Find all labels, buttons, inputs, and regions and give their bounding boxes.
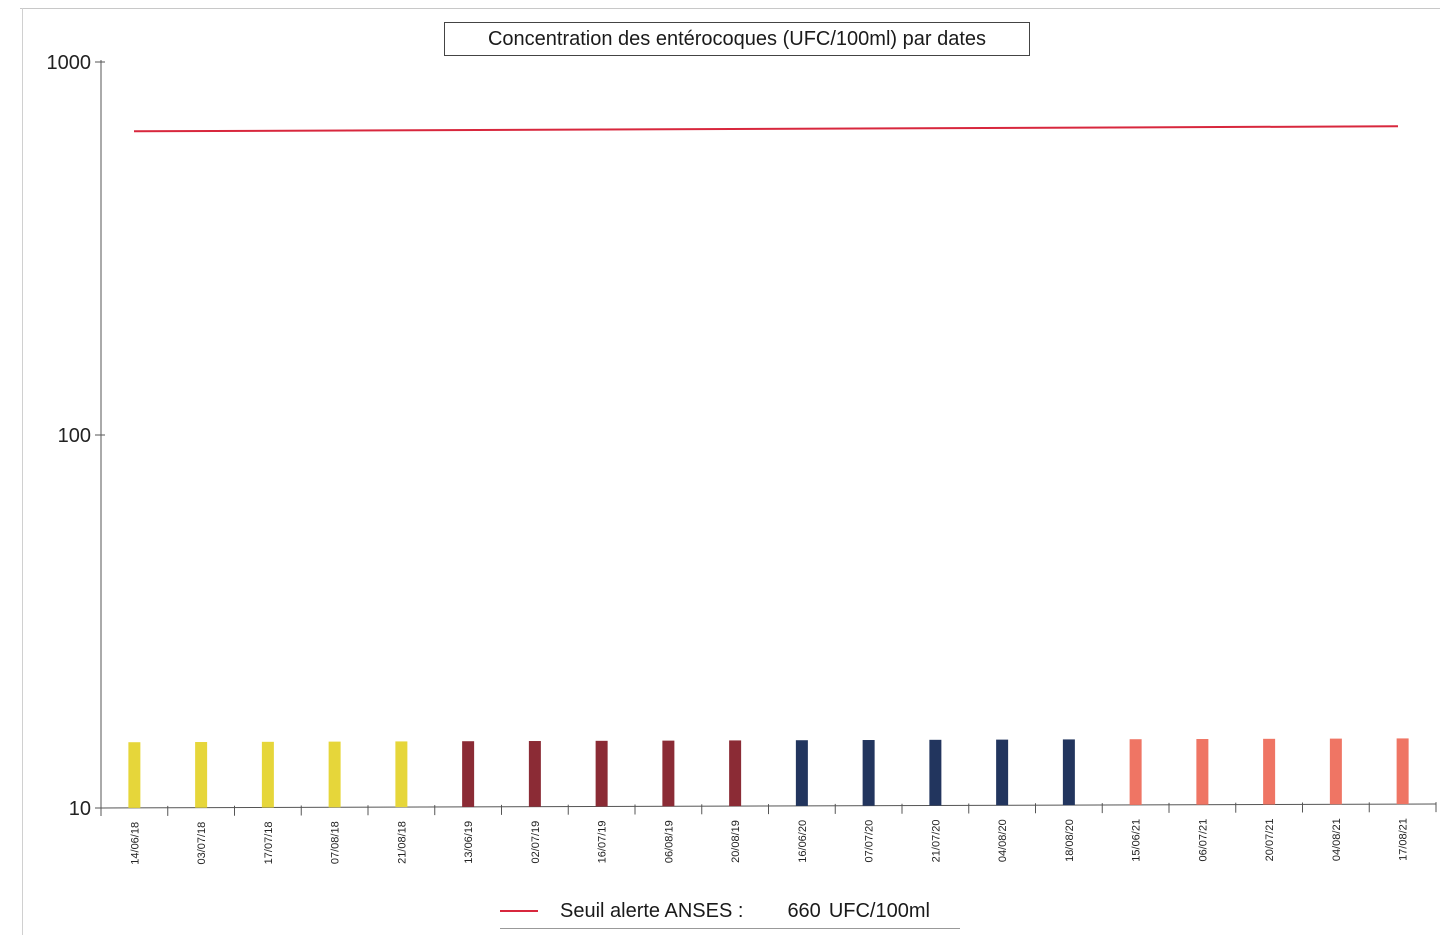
x-tick-label: 06/07/21 (1197, 819, 1209, 862)
x-tick-label: 13/06/19 (463, 821, 475, 864)
bar (862, 740, 875, 806)
legend-underline (500, 928, 960, 929)
bar (1329, 738, 1342, 805)
x-tick-label: 21/08/18 (396, 821, 408, 864)
chart-title: Concentration des entérocoques (UFC/100m… (444, 22, 1030, 56)
legend-label: Seuil alerte ANSES : (560, 899, 744, 922)
bar (1196, 739, 1209, 805)
bar (395, 741, 408, 808)
bar (261, 741, 274, 808)
legend-threshold-swatch (500, 910, 538, 912)
frame-left-border (22, 8, 23, 935)
frame-top-border (20, 8, 1440, 9)
x-tick-label: 20/07/21 (1264, 819, 1276, 862)
threshold-line (133, 125, 1399, 133)
bar (996, 739, 1009, 806)
bar (328, 741, 341, 808)
x-tick-label: 03/07/18 (196, 822, 208, 865)
x-tick-label: 17/08/21 (1398, 818, 1410, 861)
bar (595, 740, 608, 807)
x-tick-label: 06/08/19 (663, 820, 675, 863)
x-tick-label: 14/06/18 (129, 822, 141, 865)
bar (462, 741, 475, 807)
bar (1396, 738, 1409, 805)
bar (795, 740, 808, 806)
x-tick-label: 16/06/20 (797, 820, 809, 863)
y-tick-label: 100 (58, 425, 91, 447)
legend-unit: UFC/100ml (828, 899, 930, 922)
x-tick-label: 04/08/21 (1331, 818, 1343, 861)
x-tick-label: 16/07/19 (597, 821, 609, 864)
x-tick-label: 02/07/19 (530, 821, 542, 864)
bar (528, 741, 541, 807)
bar (1263, 738, 1276, 805)
bar (1062, 739, 1075, 806)
bar (929, 739, 942, 806)
bar (1129, 739, 1142, 805)
bar (128, 742, 141, 808)
y-tick-label: 1000 (47, 52, 92, 74)
bar (729, 740, 742, 807)
x-tick-label: 15/06/21 (1131, 819, 1143, 862)
x-tick-label: 17/07/18 (263, 822, 275, 865)
legend: Seuil alerte ANSES : 660 UFC/100ml (500, 896, 960, 926)
x-tick-label: 21/07/20 (930, 820, 942, 863)
y-tick-label: 10 (69, 798, 91, 820)
bar (195, 742, 208, 808)
x-tick-label: 20/08/19 (730, 820, 742, 863)
x-tick-label: 18/08/20 (1064, 819, 1076, 862)
x-tick-label: 04/08/20 (997, 819, 1009, 862)
bar (662, 740, 675, 807)
x-tick-label: 07/07/20 (864, 820, 876, 863)
x-tick-label: 07/08/18 (330, 821, 342, 864)
legend-value: 660 (787, 899, 821, 922)
